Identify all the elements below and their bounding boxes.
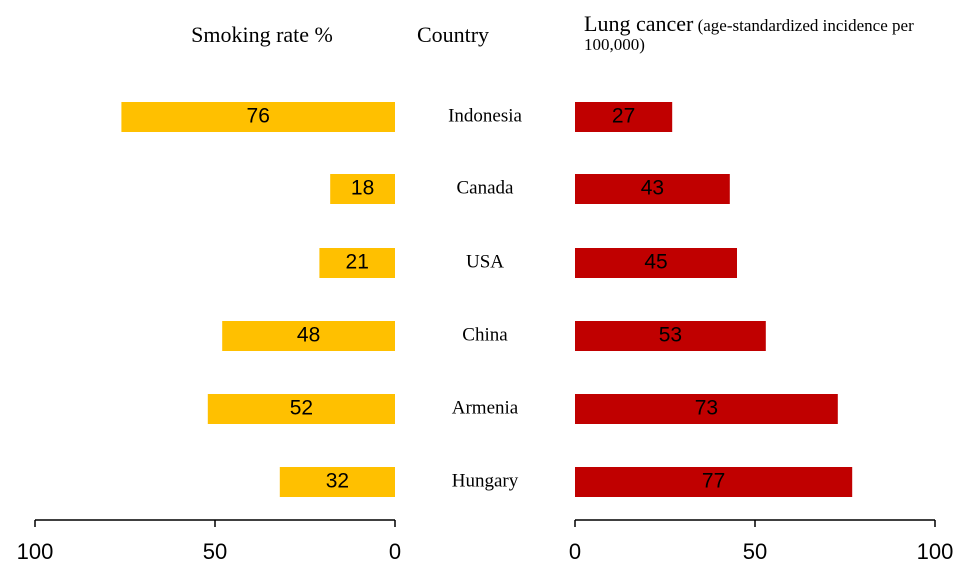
data-label: 76: [247, 105, 270, 128]
data-label: 21: [346, 251, 369, 274]
bar: [575, 467, 853, 497]
bar: [121, 102, 396, 132]
bar: [279, 467, 395, 497]
category-title: Country: [417, 22, 489, 47]
bar: [222, 321, 395, 351]
data-label: 73: [695, 397, 718, 420]
x-tick-label: 100: [917, 539, 954, 564]
category-label: Indonesia: [448, 105, 522, 126]
data-label: 77: [702, 470, 725, 493]
bar: [575, 248, 737, 278]
category-label: Canada: [457, 177, 515, 198]
x-tick-label: 0: [569, 539, 581, 564]
left-title: Smoking rate %: [191, 22, 333, 47]
x-tick-label: 100: [17, 539, 54, 564]
bar: [330, 174, 395, 204]
category-label: Hungary: [452, 470, 519, 491]
data-label: 18: [351, 177, 374, 200]
right-title: Lung cancer (age-standardized incidence …: [584, 11, 954, 55]
data-label: 32: [326, 470, 349, 493]
category-label: China: [462, 324, 508, 345]
data-label: 52: [290, 397, 313, 420]
x-tick-label: 0: [389, 539, 401, 564]
bar: [575, 102, 673, 132]
category-label: Armenia: [452, 397, 519, 418]
bar: [575, 394, 838, 424]
data-label: 48: [297, 324, 320, 347]
bar: [207, 394, 395, 424]
data-label: 45: [644, 251, 667, 274]
data-label: 27: [612, 105, 635, 128]
right-subtitle: (age-standardized incidence per 100,000): [584, 16, 914, 54]
category-label: USA: [466, 251, 504, 272]
bar: [575, 321, 766, 351]
data-label: 53: [659, 324, 682, 347]
x-tick-label: 50: [203, 539, 227, 564]
right-title-main: Lung cancer: [584, 11, 694, 36]
data-label: 43: [641, 177, 664, 200]
bar: [319, 248, 395, 278]
bar: [575, 174, 730, 204]
x-tick-label: 50: [743, 539, 767, 564]
